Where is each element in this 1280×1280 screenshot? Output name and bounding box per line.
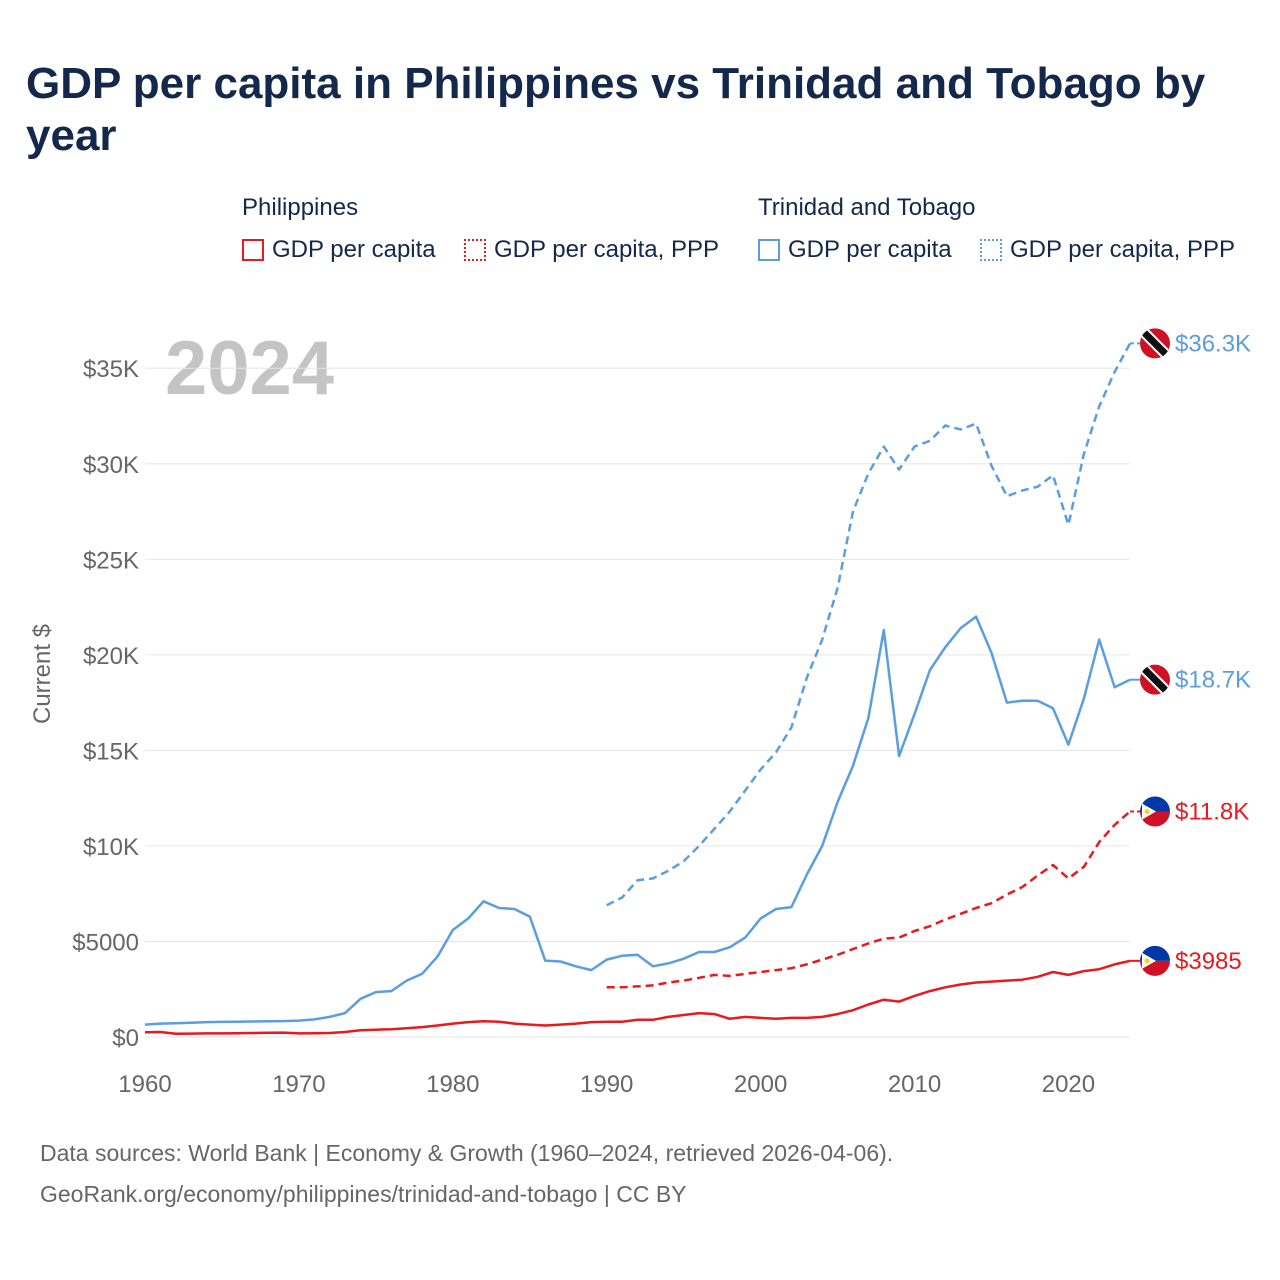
legend-swatch-solid-red (242, 239, 264, 261)
y-tick-label: $0 (112, 1025, 139, 1052)
y-tick-label: $25K (83, 547, 139, 574)
end-value-label: $11.8K (1175, 799, 1249, 826)
legend-item-philippines-gdp-ppp[interactable]: GDP per capita, PPP (464, 236, 719, 264)
x-tick-label: 2000 (734, 1071, 787, 1098)
legend-label: GDP per capita, PPP (494, 236, 719, 263)
y-tick-label: $20K (83, 643, 139, 670)
series-line-1[interactable] (144, 615, 1131, 1026)
flag-stripe-black (1140, 664, 1170, 695)
legend-label: GDP per capita (788, 236, 952, 263)
legend-swatch-solid-blue (758, 239, 780, 261)
legend-swatch-dotted-red (464, 239, 486, 261)
x-tick-label: 2020 (1042, 1071, 1095, 1098)
y-tick-label: $5000 (72, 929, 139, 956)
series-line-0[interactable] (606, 342, 1132, 907)
x-tick-label: 1960 (118, 1071, 171, 1098)
trinidad-flag-icon (1140, 664, 1170, 695)
legend-label: GDP per capita, PPP (1010, 236, 1235, 263)
flag-sun (1144, 809, 1150, 815)
footer-sources: Data sources: World Bank | Economy & Gro… (40, 1140, 894, 1166)
series-line-3[interactable] (144, 959, 1131, 1036)
legend-item-philippines-gdp[interactable]: GDP per capita (242, 236, 436, 264)
series-line-2[interactable] (606, 810, 1131, 989)
x-tick-label: 1970 (272, 1071, 325, 1098)
legend-item-trinidad-gdp-ppp[interactable]: GDP per capita, PPP (980, 236, 1235, 264)
footer-attribution[interactable]: GeoRank.org/economy/philippines/trinidad… (40, 1181, 687, 1207)
x-tick-label: 1990 (580, 1071, 633, 1098)
legend-item-trinidad-gdp[interactable]: GDP per capita (758, 236, 952, 264)
legend-swatch-dotted-blue (980, 239, 1002, 261)
line-chart: 2024 $0$5000$10K$15K$20K$25K$30K$35K1960… (29, 326, 1251, 1098)
x-tick-label: 2010 (888, 1071, 941, 1098)
y-tick-label: $15K (83, 738, 139, 765)
trinidad-flag-icon (1140, 328, 1170, 359)
legend-label: GDP per capita (272, 236, 436, 263)
legend-group-philippines: Philippines (242, 194, 359, 221)
philippines-flag-icon (1140, 945, 1170, 976)
chart-title: GDP per capita in Philippines vs Trinida… (26, 59, 1206, 160)
legend-group-trinidad: Trinidad and Tobago (758, 194, 976, 221)
flag-sun (1144, 958, 1150, 964)
philippines-flag-icon (1140, 796, 1170, 827)
end-value-label: $36.3K (1175, 330, 1251, 357)
flag-stripe-black (1140, 328, 1170, 359)
end-value-label: $18.7K (1175, 667, 1251, 694)
y-axis-label: Current $ (29, 624, 56, 724)
end-value-label: $3985 (1175, 948, 1242, 975)
y-tick-label: $35K (83, 356, 139, 383)
y-tick-label: $30K (83, 452, 139, 479)
x-tick-label: 1980 (426, 1071, 479, 1098)
y-tick-label: $10K (83, 834, 139, 861)
